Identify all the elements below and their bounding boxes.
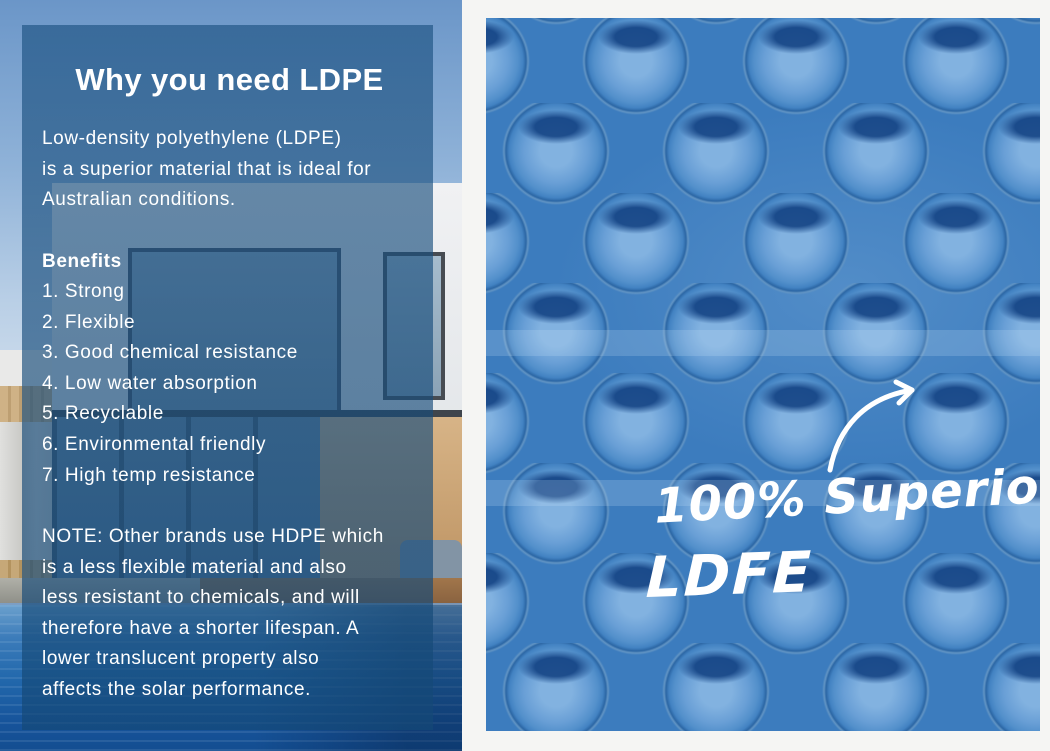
benefit-item: 6. Environmental friendly <box>42 433 267 455</box>
note-line: lower translucent property also <box>42 648 320 670</box>
note-line: therefore have a shorter lifespan. A <box>42 617 360 639</box>
hand-drawn-arrow-icon <box>827 379 915 473</box>
note-paragraph: NOTE: Other brands use HDPE which is a l… <box>42 522 417 705</box>
info-panel: Why you need LDPE Low-density polyethyle… <box>22 25 433 730</box>
intro-paragraph: Low-density polyethylene (LDPE) is a sup… <box>42 124 417 216</box>
benefit-item: 2. Flexible <box>42 311 136 333</box>
benefit-item: 5. Recyclable <box>42 403 164 425</box>
note-line: affects the solar performance. <box>42 678 311 700</box>
benefit-item: 3. Good chemical resistance <box>42 342 298 364</box>
caption-ldfe: LDFE <box>644 540 814 611</box>
benefit-item: 1. Strong <box>42 281 125 302</box>
note-line: NOTE: Other brands use HDPE which <box>42 526 384 548</box>
intro-line: is a superior material that is ideal for <box>42 158 372 180</box>
benefits-heading: Benefits <box>42 250 122 272</box>
note-line: is a less flexible material and also <box>42 556 347 578</box>
caption-superior: 100% Superior <box>652 457 1040 535</box>
panel-title: Why you need LDPE <box>75 62 384 97</box>
intro-line: Low-density polyethylene (LDPE) <box>42 128 342 149</box>
ldpe-bubble-texture-photo: 100% Superior LDFE <box>486 18 1040 731</box>
benefit-item: 4. Low water absorption <box>42 372 258 394</box>
light-reflection-stripe <box>486 330 1040 356</box>
note-line: less resistant to chemicals, and will <box>42 587 360 609</box>
benefit-item: 7. High temp resistance <box>42 464 256 486</box>
benefits-list: 1. Strong 2. Flexible 3. Good chemical r… <box>42 277 417 491</box>
light-reflection-stripe <box>486 480 1040 506</box>
intro-line: Australian conditions. <box>42 189 236 210</box>
